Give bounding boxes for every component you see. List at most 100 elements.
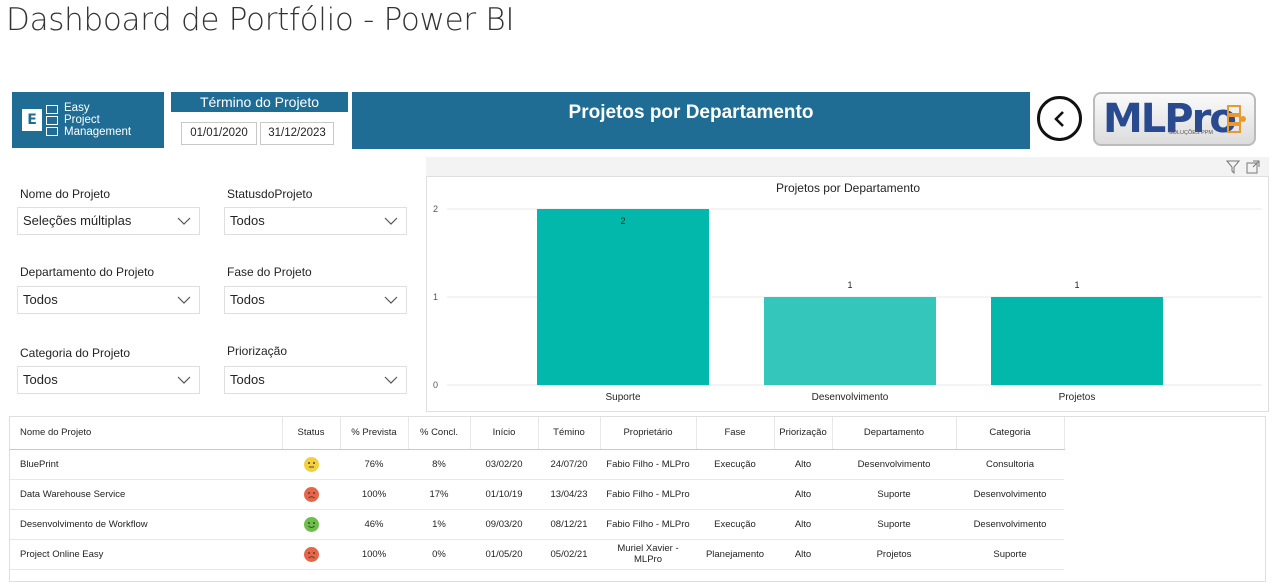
- dropdown-value: Todos: [23, 292, 58, 307]
- bar-desenvolvimento[interactable]: [764, 297, 936, 385]
- cell-concl: 0%: [408, 539, 470, 570]
- dropdown-status[interactable]: Todos: [224, 207, 407, 235]
- filter-icon[interactable]: [1226, 160, 1240, 174]
- chevron-down-icon: [384, 376, 398, 384]
- data-label: 2: [620, 216, 625, 226]
- chart-svg: Projetos por Departamento 0 1 2 2 Suporte 1 De…: [433, 181, 1262, 403]
- cell-departamento: Projetos: [832, 539, 956, 570]
- back-button[interactable]: [1037, 96, 1082, 141]
- table-row[interactable]: BluePrint 76% 8% 03/02/20 24/07/20 Fabio Filh…: [10, 449, 1064, 480]
- bar-suporte[interactable]: [537, 209, 709, 385]
- table-row[interactable]: Desenvolvimento de Workflow 46% 1% 09/03/20…: [10, 509, 1064, 540]
- table-header-row: Nome do Projeto Status% Prevista% Concl. I…: [10, 417, 1065, 450]
- cell-concl: 8%: [408, 449, 470, 480]
- x-tick-label: Desenvolvimento: [812, 392, 889, 403]
- status-sad-icon: [303, 546, 319, 562]
- cell-termino: 13/04/23: [538, 479, 600, 510]
- logo-letter: E: [22, 109, 42, 131]
- logo-line-1: Easy: [64, 102, 90, 114]
- cell-categoria: Suporte: [956, 539, 1064, 570]
- cell-departamento: Desenvolvimento: [832, 449, 956, 480]
- y-tick-label: 1: [433, 292, 438, 302]
- cell-fase: Planejamento: [696, 539, 774, 570]
- chevron-down-icon: [177, 296, 191, 304]
- cell-proprietario: Muriel Xavier - MLPro: [600, 539, 696, 570]
- cell-priorizacao: Alto: [774, 509, 832, 540]
- chart-title: Projetos por Departamento: [776, 181, 920, 195]
- cell-departamento: Suporte: [832, 509, 956, 540]
- cell-name: Data Warehouse Service: [10, 479, 282, 510]
- column-header[interactable]: Status: [282, 417, 341, 450]
- date-range-slicer: Término do Projeto 01/01/2020 31/12/2023: [171, 92, 348, 149]
- y-tick-label: 2: [433, 204, 438, 214]
- dropdown-categoria[interactable]: Todos: [17, 366, 200, 394]
- end-date-input[interactable]: 31/12/2023: [260, 122, 334, 145]
- column-header[interactable]: Início: [470, 417, 539, 450]
- column-header[interactable]: % Concl.: [408, 417, 471, 450]
- cell-inicio: 01/10/19: [470, 479, 538, 510]
- column-header[interactable]: Departamento: [832, 417, 957, 450]
- cell-name: Desenvolvimento de Workflow: [10, 509, 282, 540]
- x-tick-label: Suporte: [605, 392, 640, 403]
- status-sad-icon: [303, 486, 319, 502]
- logo-line-2: Project: [64, 114, 100, 126]
- cell-inicio: 03/02/20: [470, 449, 538, 480]
- cell-inicio: 09/03/20: [470, 509, 538, 540]
- cell-fase: Execução: [696, 509, 774, 540]
- column-header[interactable]: Categoria: [956, 417, 1065, 450]
- dropdown-fase[interactable]: Todos: [224, 286, 407, 314]
- cell-fase: Execução: [696, 449, 774, 480]
- data-label: 1: [1074, 280, 1079, 290]
- mlpro-logo: MLPro SOLUÇÕES PPM: [1093, 92, 1256, 146]
- chevron-down-icon: [177, 217, 191, 225]
- filter-label-nome-projeto: Nome do Projeto: [20, 187, 111, 201]
- brand-subtitle: SOLUÇÕES PPM: [1169, 130, 1214, 136]
- status-cell: [282, 479, 340, 510]
- cell-departamento: Suporte: [832, 479, 956, 510]
- column-header[interactable]: Nome do Projeto: [10, 417, 283, 450]
- cell-concl: 17%: [408, 479, 470, 510]
- table-row[interactable]: Data Warehouse Service 100% 17% 01/10/19 13/…: [10, 479, 1064, 510]
- dropdown-value: Todos: [230, 292, 265, 307]
- visual-header: [426, 157, 1269, 176]
- cell-termino: 08/12/21: [538, 509, 600, 540]
- focus-mode-icon[interactable]: [1246, 160, 1260, 174]
- cell-name: Project Online Easy: [10, 539, 282, 570]
- column-header[interactable]: Témino: [538, 417, 601, 450]
- column-header[interactable]: % Prevista: [340, 417, 409, 450]
- bar-projetos[interactable]: [991, 297, 1163, 385]
- cell-inicio: 01/05/20: [470, 539, 538, 570]
- dropdown-departamento[interactable]: Todos: [17, 286, 200, 314]
- column-header[interactable]: Fase: [696, 417, 775, 450]
- table-row[interactable]: Project Online Easy 100% 0% 01/05/20 05/02/2…: [10, 539, 1064, 570]
- status-cell: [282, 539, 340, 570]
- cell-priorizacao: Alto: [774, 539, 832, 570]
- start-date-input[interactable]: 01/01/2020: [181, 122, 257, 145]
- cell-prevista: 100%: [340, 479, 408, 510]
- dropdown-value: Seleções múltiplas: [23, 213, 132, 228]
- cell-prevista: 76%: [340, 449, 408, 480]
- dropdown-nome-projeto[interactable]: Seleções múltiplas: [17, 207, 200, 235]
- status-cell: [282, 449, 340, 480]
- cell-concl: 1%: [408, 509, 470, 540]
- projects-table: Nome do Projeto Status% Prevista% Concl. I…: [10, 417, 1065, 570]
- filter-label-departamento: Departamento do Projeto: [20, 265, 155, 279]
- brand-name: MLPro: [1103, 96, 1237, 142]
- cell-prevista: 100%: [340, 539, 408, 570]
- logo-line-3: Management: [64, 126, 132, 138]
- cell-priorizacao: Alto: [774, 449, 832, 480]
- dropdown-priorizacao[interactable]: Todos: [224, 366, 407, 394]
- cell-name: BluePrint: [10, 449, 282, 480]
- puzzle-icon: [1227, 105, 1246, 133]
- status-happy-icon: [303, 516, 319, 532]
- filter-label-status: StatusdoProjeto: [227, 187, 313, 201]
- department-bar-chart: Projetos por Departamento 0 1 2 2 Suporte 1 De…: [426, 176, 1269, 412]
- cell-priorizacao: Alto: [774, 479, 832, 510]
- dropdown-value: Todos: [230, 213, 265, 228]
- column-header[interactable]: Priorização: [774, 417, 833, 450]
- cell-proprietario: Fabio Filho - MLPro: [600, 479, 696, 510]
- logo-checklist-icon: [46, 104, 58, 136]
- column-header[interactable]: Proprietário: [600, 417, 697, 450]
- projects-table-panel: Nome do Projeto Status% Prevista% Concl. I…: [9, 416, 1266, 582]
- page-title: Dashboard de Portfólio - Power BI: [6, 2, 515, 38]
